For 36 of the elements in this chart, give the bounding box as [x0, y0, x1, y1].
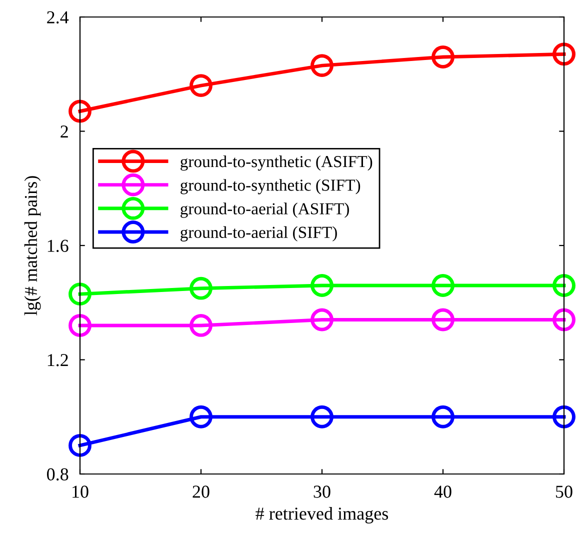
point	[190, 405, 212, 428]
point	[68, 314, 92, 337]
y-tick-label: 1.6	[48, 240, 68, 252]
point	[552, 42, 576, 66]
x-tick-label: 50	[556, 486, 572, 498]
point	[310, 274, 334, 297]
point	[310, 405, 334, 428]
point	[190, 74, 212, 98]
point	[432, 46, 454, 68]
y-tick-label: 0.8	[47, 468, 68, 481]
point	[310, 308, 334, 332]
point	[432, 274, 454, 297]
y-axis-title: lg(# matched pairs)	[24, 176, 41, 316]
point	[552, 274, 576, 297]
legend-label: ground-to-synthetic (SIFT)	[180, 179, 360, 194]
x-tick-label: 10	[72, 486, 88, 498]
legend-label: ground-to-aerial (SIFT)	[180, 226, 337, 242]
point	[432, 308, 454, 332]
point	[432, 405, 454, 428]
x-tick-label: 40	[434, 486, 452, 498]
point	[68, 100, 92, 123]
point	[190, 314, 212, 337]
point	[552, 308, 576, 332]
legend-label: ground-to-synthetic (ASIFT)	[180, 155, 372, 171]
point	[68, 434, 92, 457]
y-tick-label: 2.4	[47, 11, 69, 24]
x-tick-label: 30	[314, 486, 330, 498]
y-tick-label: 2	[60, 126, 68, 138]
x-tick-label: 20	[192, 486, 210, 498]
legend-label: ground-to-aerial (ASIFT)	[180, 202, 349, 218]
y-tick-label: 1.2	[48, 354, 68, 366]
point	[190, 276, 212, 300]
x-axis-title: # retrieved images	[256, 507, 388, 524]
point	[68, 282, 92, 306]
point	[552, 405, 576, 428]
point	[310, 54, 334, 78]
